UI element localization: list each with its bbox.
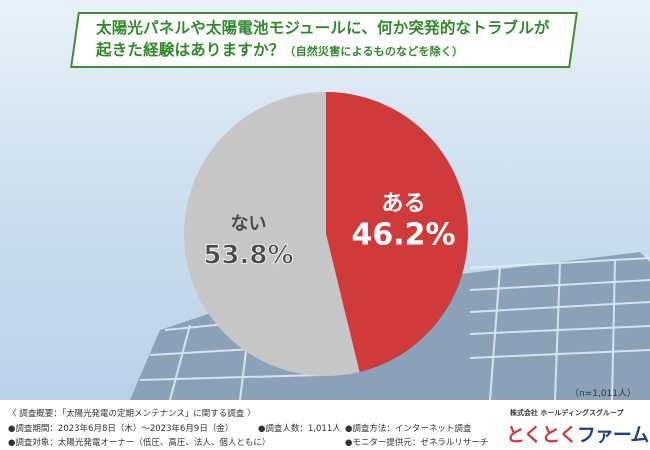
logo: とくとくファーム xyxy=(506,420,649,447)
survey-count: ●調査人数：1,011人 xyxy=(258,424,341,434)
survey-summary: 〈 調査概要：「太陽光発電の定期メンテナンス」に関する調査 〉 xyxy=(8,409,256,419)
logo-name-b: ファーム xyxy=(576,424,649,446)
survey-footer: 〈 調査概要：「太陽光発電の定期メンテナンス」に関する調査 〉 ●調査期間：20… xyxy=(0,402,650,450)
title-note: （自然災害によるものなどを除く） xyxy=(284,45,464,58)
title-line-2: 起きた経験はありますか？ xyxy=(96,41,285,59)
title-line-1: 太陽光パネルや太陽電池モジュールに、何か突発的なトラブルが xyxy=(96,19,550,37)
sample-size-label: （n=1,011人） xyxy=(569,389,636,399)
pie-slice-yes xyxy=(326,92,468,372)
slice-label-yes: ある xyxy=(382,192,426,217)
logo-company: 株式会社 ホールディングスグループ xyxy=(510,409,624,417)
survey-provider: ●モニター提供元：ゼネラルリサーチ xyxy=(345,438,489,448)
survey-period: ●調査期間：2023年6月8日（木）～2023年6月9日（金） xyxy=(8,424,234,434)
slice-value-no: 53.8% xyxy=(203,240,293,270)
survey-method: ●調査方法：インターネット調査 xyxy=(345,424,472,434)
slice-label-no: ない xyxy=(230,213,266,234)
survey-target: ●調査対象：太陽光発電オーナー（低圧、高圧、法人、個人ともに） xyxy=(8,438,271,448)
chart-title: 太陽光パネルや太陽電池モジュールに、何か突発的なトラブルが 起きた経験はあります… xyxy=(96,17,566,63)
logo-name-a: とくとく xyxy=(506,424,578,446)
pie-slice-no xyxy=(184,91,360,376)
slice-value-yes: 46.2% xyxy=(352,218,456,253)
